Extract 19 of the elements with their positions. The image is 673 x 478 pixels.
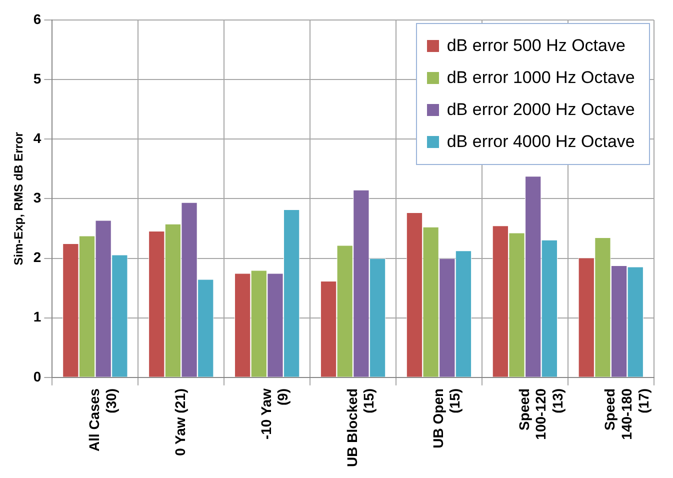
- y-tick-label: 1: [33, 308, 42, 325]
- legend-label: dB error 2000 Hz Octave: [446, 100, 635, 120]
- x-tick-label: 0 Yaw (21): [172, 388, 188, 456]
- legend-label: dB error 500 Hz Octave: [446, 36, 626, 56]
- y-tick-label: 3: [33, 190, 42, 206]
- x-tick-label: Speed 100-120 (13): [516, 388, 566, 440]
- x-tick-label: All Cases (30): [86, 388, 119, 452]
- y-tick-label: 0: [33, 368, 42, 384]
- x-tick-label: Speed 140-180 (17): [602, 388, 652, 440]
- x-tick-label: UB Open (15): [430, 388, 463, 448]
- x-tick-label: UB Blocked (15): [344, 388, 377, 468]
- y-tick-label: 2: [33, 249, 42, 266]
- y-axis-title: Sim-Exp, RMS dB Error: [12, 132, 26, 266]
- legend-label: dB error 1000 Hz Octave: [446, 68, 635, 88]
- legend-label: dB error 4000 Hz Octave: [446, 132, 635, 152]
- y-tick-label: 5: [33, 70, 42, 86]
- x-tick-label: -10 Yaw (9): [258, 388, 291, 440]
- y-tick-label: 6: [33, 10, 42, 27]
- y-tick-label: 4: [33, 130, 42, 146]
